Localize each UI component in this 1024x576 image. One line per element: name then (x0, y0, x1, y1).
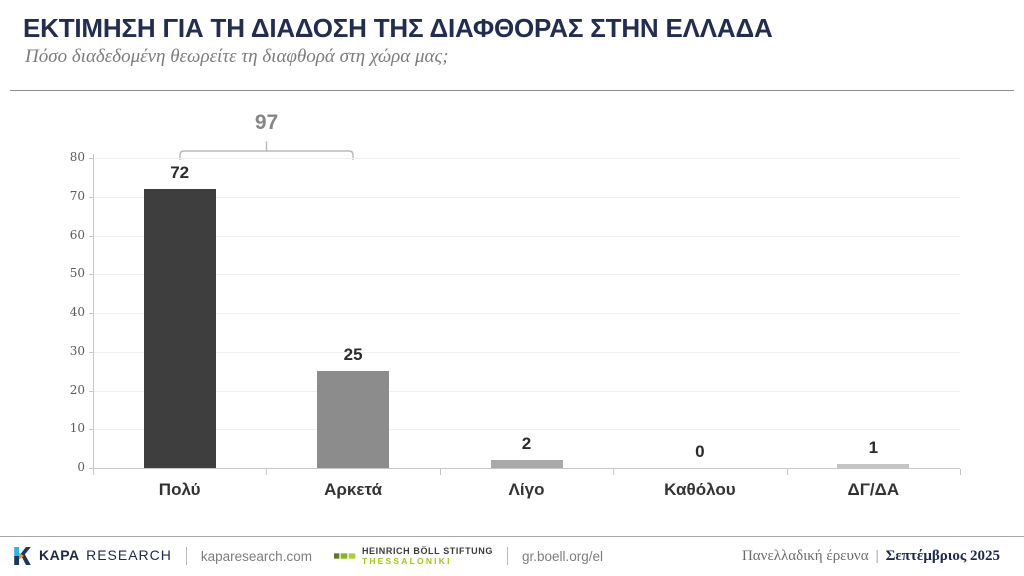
y-axis-tick (89, 274, 93, 276)
x-axis-tick (439, 469, 441, 475)
y-tick-label: 10 (69, 421, 85, 436)
x-axis-tick (786, 469, 788, 475)
footer-right-separator: | (875, 548, 879, 564)
bar-value-label: 25 (343, 345, 363, 365)
bar-value-label: 72 (170, 163, 190, 182)
y-axis-line (93, 154, 94, 468)
category-label: Αρκετά (324, 480, 383, 499)
gridline (93, 158, 960, 159)
category-label: Πολύ (158, 480, 201, 499)
gridline (93, 429, 960, 431)
footer-separator (185, 547, 187, 566)
y-tick-label: 80 (69, 150, 85, 164)
y-axis-tick (89, 196, 93, 198)
y-axis-tick (89, 351, 93, 353)
x-axis-tick (266, 469, 268, 475)
x-axis-line (93, 468, 960, 469)
gridline (93, 351, 960, 353)
y-tick-label: 40 (69, 305, 85, 319)
kapa-brand: KAPA RESEARCH (39, 547, 172, 565)
bar-value-label: 1 (868, 438, 879, 458)
boell-logo: HEINRICH BÖLL STIFTUNG THESSALONIKI (333, 546, 493, 566)
gridline (93, 274, 960, 276)
page-title: ΕΚΤΙΜΗΣΗ ΓΙΑ ΤΗ ΔΙΑΔΟΣΗ ΤΗΣ ΔΙΑΦΘΟΡΑΣ ΣΤ… (23, 13, 773, 43)
bar-value-label: 0 (695, 442, 705, 461)
y-tick-label: 20 (69, 382, 85, 397)
boell-logo-icon (333, 553, 356, 560)
footer-divider (0, 536, 1024, 537)
bar (490, 460, 563, 468)
y-axis-tick (89, 158, 93, 159)
y-tick-label: 60 (69, 227, 85, 242)
boell-city: THESSALONIKI (361, 555, 452, 566)
header-divider (10, 90, 1014, 91)
y-tick-label: 0 (77, 460, 85, 474)
y-tick-label: 50 (69, 266, 85, 281)
y-tick-label: 70 (69, 188, 85, 203)
bar (317, 371, 390, 468)
boell-name: HEINRICH BÖLL STIFTUNG (361, 546, 493, 557)
bar (143, 189, 216, 468)
y-tick-label: 30 (69, 343, 85, 358)
gridline (93, 235, 960, 237)
y-axis-tick (89, 390, 93, 392)
category-label: ΔΓ/ΔΑ (847, 480, 900, 499)
x-axis-tick (93, 469, 94, 475)
footer-left: KAPA RESEARCH kaparesearch.com HEINRICH … (14, 546, 603, 566)
boell-website: gr.boell.org/el (521, 548, 604, 564)
gridline (93, 313, 960, 314)
footer-separator (506, 547, 508, 566)
kapa-brand-regular: RESEARCH (86, 547, 172, 564)
y-axis-tick (89, 313, 93, 314)
bar-value-label: 2 (521, 434, 532, 454)
bracket-value-label: 97 (254, 111, 279, 134)
boell-text: HEINRICH BÖLL STIFTUNG THESSALONIKI (362, 546, 493, 566)
kapa-brand-bold: KAPA (39, 547, 80, 564)
x-axis-tick (613, 469, 615, 475)
page-subtitle: Πόσο διαδεδομένη θεωρείτε τη διαφθορά στ… (25, 46, 449, 67)
bar (837, 464, 910, 468)
y-axis-tick (89, 429, 93, 431)
y-axis-tick (89, 468, 93, 469)
footer: KAPA RESEARCH kaparesearch.com HEINRICH … (0, 537, 1024, 576)
x-axis-tick (960, 469, 961, 475)
kapa-logo-icon (14, 547, 31, 566)
survey-type: Πανελλαδική έρευνα (741, 548, 869, 564)
kapa-website: kaparesearch.com (200, 548, 312, 564)
survey-date: Σεπτέμβριος 2025 (885, 548, 1000, 564)
gridline (93, 196, 960, 198)
gridline (93, 390, 960, 392)
category-label: Καθόλου (664, 480, 736, 499)
footer-right: Πανελλαδική έρευνα | Σεπτέμβριος 2025 (742, 548, 1000, 565)
y-axis-tick (89, 235, 93, 237)
category-label: Λίγο (508, 480, 545, 499)
